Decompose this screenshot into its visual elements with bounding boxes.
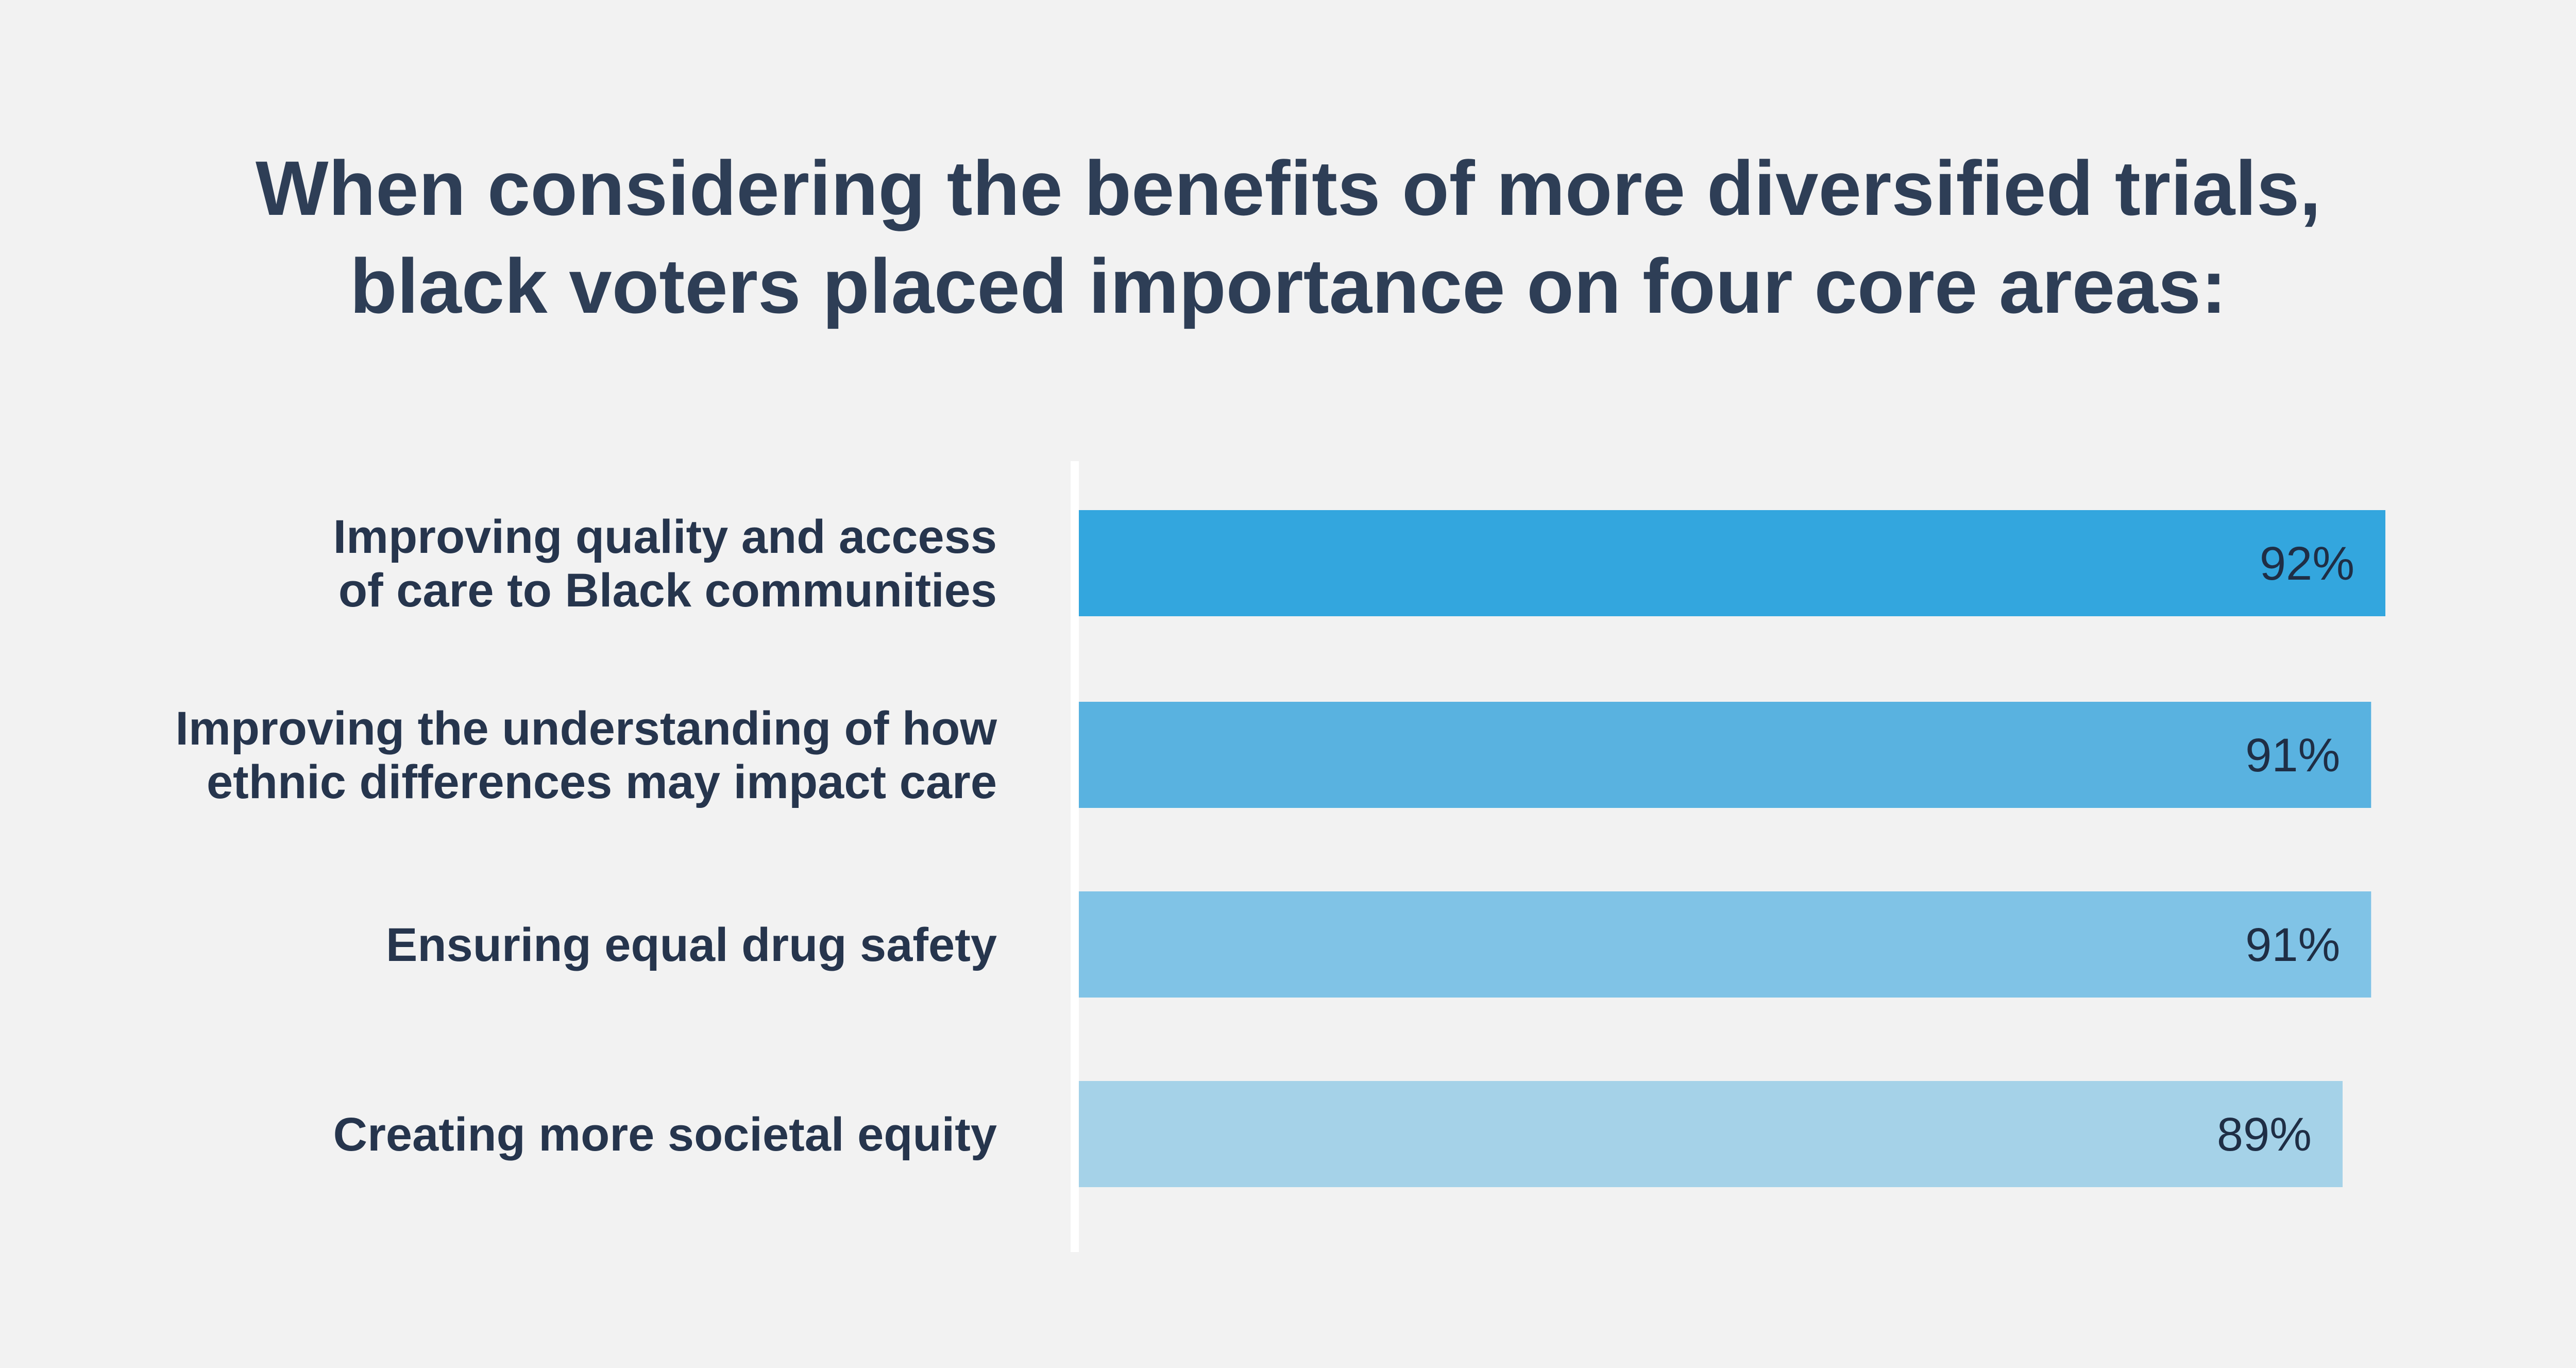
value-label-4: 89% [2217,1108,2312,1161]
axis-line [1071,461,1079,1252]
category-label-3-line-1: Ensuring equal drug safety [386,919,997,971]
category-label-1-line-1: Improving quality and access [333,511,997,563]
chart-title: When considering the benefits of more di… [0,139,2576,335]
category-label-1-line-2: of care to Black communities [338,564,997,617]
chart-title-line-2: black voters placed importance on four c… [350,243,2227,329]
chart-title-line-1: When considering the benefits of more di… [255,145,2321,231]
bar-2 [1074,702,2371,808]
category-label-2-line-2: ethnic differences may impact care [207,756,997,808]
category-label-4-line-1: Creating more societal equity [333,1108,997,1161]
bar-3 [1074,891,2371,998]
value-label-2: 91% [2245,729,2340,782]
value-label-1: 92% [2260,537,2354,590]
bar-4 [1074,1081,2343,1187]
value-label-3: 91% [2245,919,2340,971]
category-label-2-line-1: Improving the understanding of how [175,702,997,755]
bar-1 [1074,510,2385,616]
